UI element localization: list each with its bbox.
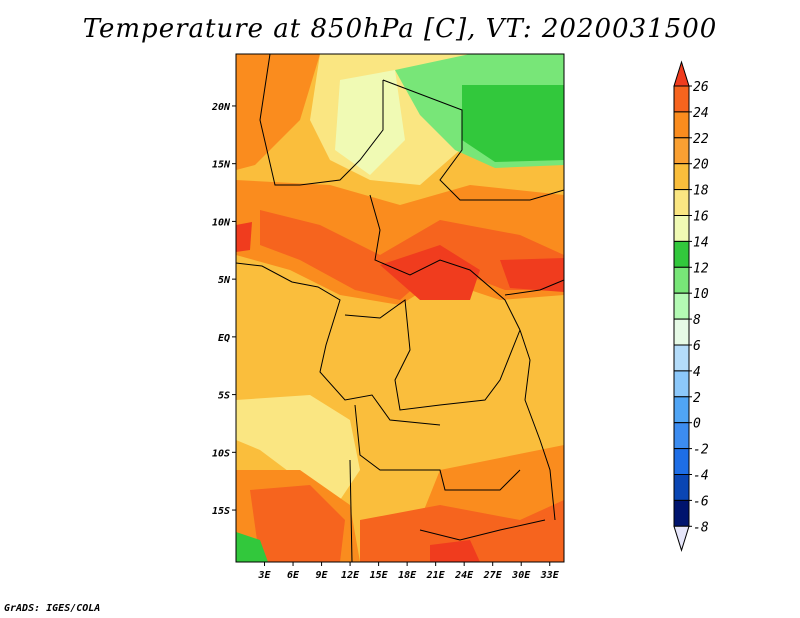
country-boundaries	[235, 53, 565, 563]
field-nigeria-west-24-26	[236, 222, 252, 252]
longitude-axis: 3E 6E 9E 12E 15E 18E 21E 24E 27E 30E 33E	[257, 562, 560, 581]
colorbar-label: -2	[693, 443, 709, 458]
colorbar-segment	[673, 215, 690, 242]
colorbar-label: 6	[693, 339, 701, 354]
lon-tick-label: 33E	[540, 570, 560, 581]
colorbar-label: 8	[693, 313, 701, 328]
boundary-east	[519, 329, 556, 521]
map-frame	[235, 53, 565, 563]
colorbar-label: 24	[693, 106, 709, 121]
lat-tick-label: 5N	[218, 275, 231, 286]
colorbar-segment	[673, 189, 690, 217]
colorbar-label: 26	[693, 80, 709, 95]
colorbar-segment	[673, 292, 690, 320]
boundary-namibia-east	[349, 459, 353, 563]
boundary-angola	[354, 404, 521, 491]
lon-tick-label: 30E	[511, 570, 531, 581]
latitude-axis: 20N 15N 10N 5N EQ 5S 10S 15S	[211, 102, 236, 517]
colorbar-segment	[673, 422, 690, 450]
field-southwest-12-14	[236, 532, 268, 562]
colorbar-label: 18	[693, 184, 709, 199]
colorbar-label: -6	[693, 494, 709, 509]
colorbar-label: 22	[693, 132, 709, 147]
colorbar-segment	[673, 448, 690, 476]
field-atlantic-cool-16-18	[236, 395, 360, 500]
boundary-central	[369, 194, 521, 331]
colorbar-segment	[673, 370, 690, 398]
boundary-south	[419, 519, 546, 541]
boundary-west	[259, 53, 384, 186]
colorbar-segment	[673, 163, 690, 191]
lon-tick-label: 21E	[426, 570, 446, 581]
field-sahara-core-14-16	[335, 70, 405, 175]
colorbar-label: 16	[693, 210, 709, 225]
colorbar-segment	[673, 240, 690, 268]
colorbar-label: 20	[693, 158, 709, 173]
field-egypt-sudan-12-14	[462, 85, 564, 162]
field-car-hot-24-26	[380, 245, 480, 300]
lat-tick-label: 10S	[212, 448, 230, 459]
lon-tick-label: 15E	[370, 570, 389, 581]
colorbar-top-arrow	[673, 60, 690, 87]
field-west-sahara-20-22	[236, 54, 320, 170]
colorbar-label: -4	[693, 469, 709, 484]
lon-tick-label: 6E	[287, 570, 300, 581]
colorbar-segment	[673, 137, 690, 165]
colorbar-label: 4	[693, 365, 701, 380]
lon-tick-label: 24E	[454, 570, 474, 581]
lon-tick-label: 3E	[257, 570, 271, 581]
colorbar-label: 12	[693, 261, 709, 276]
colorbar-segment	[673, 474, 690, 501]
lon-tick-label: 18E	[398, 570, 417, 581]
field-south-sudan-hot-24-26	[500, 258, 564, 292]
colorbar-segment	[673, 499, 690, 527]
colorbar-bottom-arrow	[673, 525, 690, 552]
colorbar-label: 10	[693, 287, 709, 302]
lon-tick-label: 9E	[316, 570, 329, 581]
boundary-east-upper	[504, 279, 565, 296]
map-title: Temperature at 850hPa [C], VT: 202003150…	[82, 14, 718, 44]
colorbar-segment	[673, 111, 690, 139]
boundary-congo	[344, 299, 521, 411]
colorbar-label: -8	[693, 520, 709, 535]
colorbar-segment	[673, 266, 690, 294]
field-namibia-22-24	[250, 485, 345, 562]
lon-tick-label: 27E	[483, 570, 503, 581]
colorbar-segment	[673, 85, 690, 113]
lat-tick-label: 20N	[211, 102, 231, 113]
coastline-west-boundary	[235, 262, 441, 426]
lon-tick-label: 12E	[341, 570, 360, 581]
colorbar-label: 2	[693, 391, 701, 406]
colorbar-label: 14	[693, 235, 709, 250]
colorbar-label: 0	[693, 417, 701, 432]
boundary-north	[382, 79, 565, 201]
grads-credit: GrADS: IGES/COLA	[4, 603, 101, 614]
field-zimbabwe-22-24	[360, 500, 564, 562]
colorbar-segment	[673, 318, 690, 346]
temperature-field	[236, 54, 564, 562]
lat-tick-label: EQ	[218, 333, 230, 344]
colorbar-segment	[673, 396, 690, 424]
lat-tick-label: 5S	[218, 391, 230, 402]
lat-tick-label: 15S	[212, 506, 230, 517]
field-limpopo-hot-24-26	[430, 540, 480, 562]
colorbar-segment	[673, 344, 690, 372]
lat-tick-label: 10N	[212, 217, 231, 228]
lat-tick-label: 15N	[212, 160, 231, 171]
